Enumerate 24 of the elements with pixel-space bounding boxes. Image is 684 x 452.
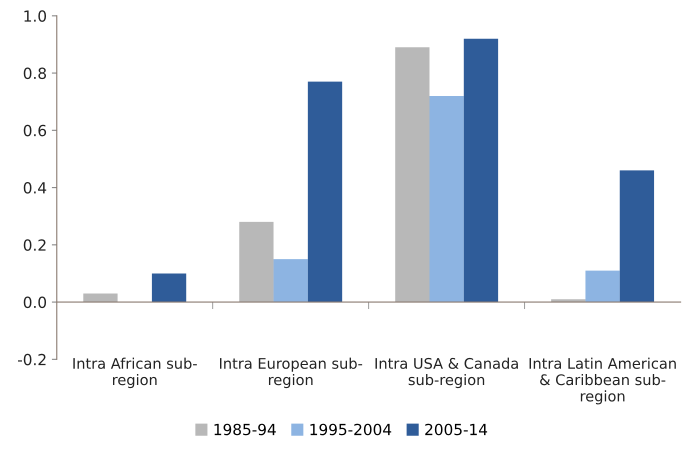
- y-tick-label: 1.0: [24, 10, 46, 22]
- legend-label: 1985-94: [214, 424, 276, 436]
- bar: [585, 270, 620, 302]
- y-tick-label: 0.6: [24, 124, 46, 136]
- bar: [274, 259, 308, 302]
- y-tick-label: -0.2: [18, 354, 46, 366]
- bar: [429, 96, 464, 302]
- y-tick-label: 0.8: [24, 68, 46, 80]
- y-tick-label: 0.4: [24, 182, 46, 194]
- x-tick-label: Intra Latin American & Caribbean sub- region: [530, 358, 676, 404]
- bar: [620, 170, 654, 302]
- bar: [464, 38, 498, 302]
- x-tick-label: Intra USA & Canada sub-region: [376, 358, 518, 388]
- x-tick-label: Intra European sub- region: [220, 358, 362, 388]
- bar: [395, 47, 430, 302]
- x-tick-label: Intra African sub- region: [73, 358, 197, 388]
- bar: [152, 273, 186, 302]
- legend-label: 1995-2004: [310, 424, 392, 436]
- bar: [308, 82, 342, 302]
- bar: [239, 222, 274, 302]
- y-tick-label: 0.2: [24, 239, 46, 251]
- y-tick-label: 0.0: [24, 296, 46, 308]
- bar: [83, 294, 118, 302]
- legend-label: 2005-14: [425, 424, 488, 436]
